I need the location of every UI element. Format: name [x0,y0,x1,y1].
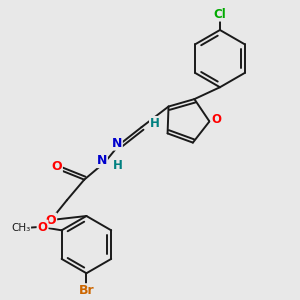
Text: H: H [150,117,160,130]
Text: Br: Br [79,284,94,297]
Text: H: H [113,160,123,172]
Text: N: N [112,136,122,150]
Text: O: O [46,214,56,226]
Text: CH₃: CH₃ [11,223,31,233]
Text: O: O [212,113,221,126]
Text: Cl: Cl [214,8,226,21]
Text: O: O [51,160,62,173]
Text: O: O [38,220,48,234]
Text: N: N [97,154,107,167]
